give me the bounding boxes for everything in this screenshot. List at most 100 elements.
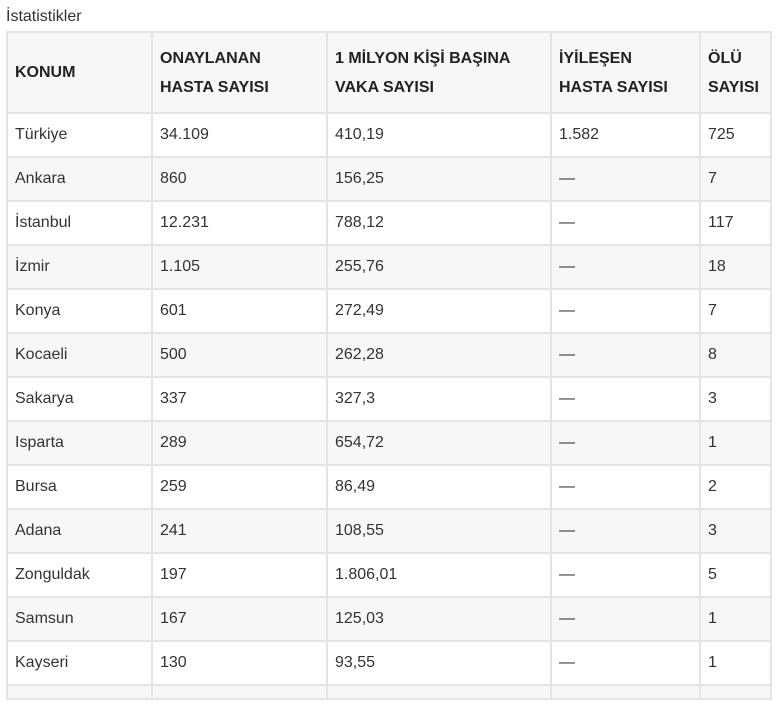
cell-recovered: — — [550, 464, 701, 510]
table-row: Isparta 289 654,72—1 — [6, 420, 772, 466]
cell-per-million: 262,28 — [326, 332, 552, 378]
cell-per-million: 654,72 — [326, 420, 552, 466]
cell-per-million: 108,55 — [326, 508, 552, 554]
cell-location: Konya — [6, 288, 153, 334]
cell-location: Kayseri — [6, 640, 153, 686]
cell-confirmed: 241 — [151, 508, 328, 554]
cell-location: İzmir — [6, 244, 153, 290]
cell-deaths: 725 — [699, 112, 772, 158]
table-row: Adana 241 108,55—3 — [6, 508, 772, 554]
cell-confirmed: 1.105 — [151, 244, 328, 290]
table-row: İzmir 1.105 255,76—18 — [6, 244, 772, 290]
cell-confirmed: 337 — [151, 376, 328, 422]
cell-location: Samsun — [6, 596, 153, 642]
header-deaths-line2: SAYISI — [708, 78, 759, 96]
cell-location: Zonguldak — [6, 552, 153, 598]
header-per-million-line1: 1 MİLYON KİŞİ BAŞINA — [335, 49, 511, 67]
table-row: Türkiye 34.109 410,19 1.582 725 — [6, 112, 772, 158]
cell-location: Ankara — [6, 156, 153, 202]
header-confirmed-line2: HASTA SAYISI — [160, 78, 269, 96]
cell-per-million: 93,55 — [326, 640, 552, 686]
cell-per-million: 156,25 — [326, 156, 552, 202]
cell-recovered: 1.582 — [550, 112, 701, 158]
cell-location: Bursa — [6, 464, 153, 510]
table-row: Kayseri 130 93,55—1 — [6, 640, 772, 686]
table-row: Konya 601 272,49—7 — [6, 288, 772, 334]
table-caption: İstatistikler — [6, 8, 82, 25]
cell-per-million: 272,49 — [326, 288, 552, 334]
cell-recovered: — — [550, 552, 701, 598]
table-header-row: KONUM ONAYLANAN HASTA SAYISI 1 MİLYON KİŞ… — [6, 31, 772, 114]
cell-per-million: 1.806,01 — [326, 552, 552, 598]
cell-deaths: 1 — [699, 420, 772, 466]
cell-recovered: — — [550, 200, 701, 246]
cell-recovered: — — [550, 508, 701, 554]
cell-empty — [6, 684, 153, 700]
table-row-partial — [6, 684, 772, 700]
cell-deaths: 5 — [699, 552, 772, 598]
cell-confirmed: 289 — [151, 420, 328, 466]
cell-deaths: 7 — [699, 156, 772, 202]
cell-empty — [699, 684, 772, 700]
cell-deaths: 7 — [699, 288, 772, 334]
cell-confirmed: 167 — [151, 596, 328, 642]
header-per-million: 1 MİLYON KİŞİ BAŞINA VAKA SAYISI — [326, 31, 552, 114]
cell-confirmed: 130 — [151, 640, 328, 686]
cell-recovered: — — [550, 376, 701, 422]
table-row: Bursa 259 86,49—2 — [6, 464, 772, 510]
table-row: Sakarya 337 327,3—3 — [6, 376, 772, 422]
header-confirmed: ONAYLANAN HASTA SAYISI — [151, 31, 328, 114]
table-row: Ankara 860 156,25—7 — [6, 156, 772, 202]
cell-location: Adana — [6, 508, 153, 554]
cell-recovered: — — [550, 156, 701, 202]
cell-location: Kocaeli — [6, 332, 153, 378]
cell-recovered: — — [550, 420, 701, 466]
header-recovered: İYİLEŞEN HASTA SAYISI — [550, 31, 701, 114]
header-per-million-line2: VAKA SAYISI — [335, 78, 434, 96]
cell-confirmed: 197 — [151, 552, 328, 598]
cell-per-million: 86,49 — [326, 464, 552, 510]
cell-confirmed: 259 — [151, 464, 328, 510]
cell-confirmed: 34.109 — [151, 112, 328, 158]
cell-per-million: 125,03 — [326, 596, 552, 642]
table-row: İstanbul 12.231 788,12—117 — [6, 200, 772, 246]
cell-per-million: 255,76 — [326, 244, 552, 290]
table-row: Kocaeli 500 262,28—8 — [6, 332, 772, 378]
cell-per-million: 410,19 — [326, 112, 552, 158]
cell-deaths: 1 — [699, 640, 772, 686]
cell-recovered: — — [550, 596, 701, 642]
cell-deaths: 8 — [699, 332, 772, 378]
cell-deaths: 18 — [699, 244, 772, 290]
header-location-label: KONUM — [15, 64, 76, 81]
table-body: Türkiye 34.109 410,19 1.582 725 Ankara 860 156,… — [6, 112, 772, 700]
cell-deaths: 117 — [699, 200, 772, 246]
header-deaths: ÖLÜ SAYISI — [699, 31, 772, 114]
cell-per-million: 788,12 — [326, 200, 552, 246]
cell-deaths: 2 — [699, 464, 772, 510]
cell-location: Isparta — [6, 420, 153, 466]
cell-confirmed: 500 — [151, 332, 328, 378]
cell-recovered: — — [550, 244, 701, 290]
cell-deaths: 1 — [699, 596, 772, 642]
cell-per-million: 327,3 — [326, 376, 552, 422]
cell-confirmed: 601 — [151, 288, 328, 334]
header-recovered-line2: HASTA SAYISI — [559, 78, 668, 96]
cell-deaths: 3 — [699, 508, 772, 554]
cell-empty — [550, 684, 701, 700]
cell-recovered: — — [550, 640, 701, 686]
header-confirmed-line1: ONAYLANAN — [160, 49, 261, 67]
table-row: Samsun 167 125,03—1 — [6, 596, 772, 642]
cell-location: Türkiye — [6, 112, 153, 158]
cell-deaths: 3 — [699, 376, 772, 422]
header-deaths-line1: ÖLÜ — [708, 49, 742, 67]
cell-empty — [151, 684, 328, 700]
table-row: Zonguldak 197 1.806,01—5 — [6, 552, 772, 598]
cell-recovered: — — [550, 332, 701, 378]
header-recovered-line1: İYİLEŞEN — [559, 49, 632, 67]
cell-location: İstanbul — [6, 200, 153, 246]
cell-location: Sakarya — [6, 376, 153, 422]
header-location: KONUM — [6, 31, 153, 114]
cell-confirmed: 12.231 — [151, 200, 328, 246]
statistics-table: KONUM ONAYLANAN HASTA SAYISI 1 MİLYON KİŞ… — [6, 31, 772, 700]
cell-empty — [326, 684, 552, 700]
